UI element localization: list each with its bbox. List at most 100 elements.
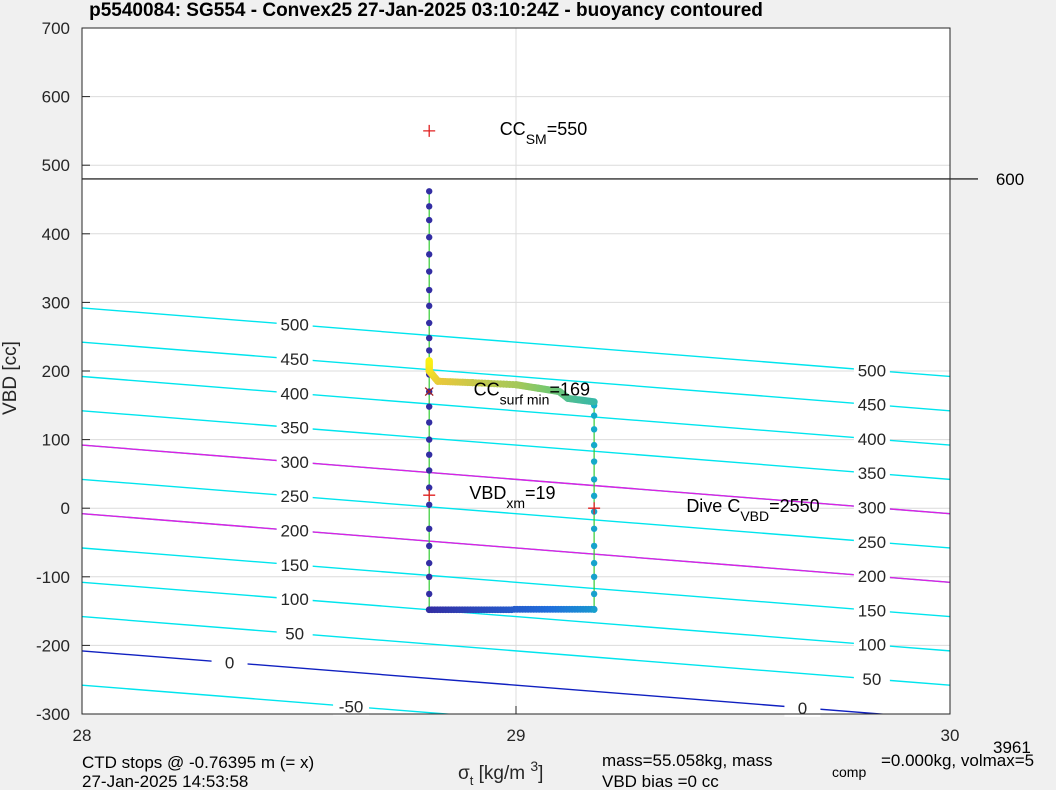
corner-value-text: 3961 bbox=[993, 738, 1031, 757]
contour-line bbox=[82, 410, 950, 481]
contour-label: 450 bbox=[280, 350, 308, 369]
contour-line bbox=[82, 684, 456, 714]
trace-point bbox=[590, 525, 598, 532]
trace-point bbox=[426, 319, 433, 327]
trace-point bbox=[426, 451, 433, 458]
contour-label-bg bbox=[276, 521, 313, 540]
annotation-label: Dive CVBD=2550 bbox=[686, 496, 819, 524]
contour-label-bg bbox=[276, 452, 313, 471]
trace-point bbox=[426, 484, 433, 491]
trace-point bbox=[590, 441, 598, 449]
grid-lines bbox=[82, 28, 950, 714]
contour-line bbox=[82, 375, 950, 446]
contour-label: 200 bbox=[280, 521, 308, 540]
chart-title: p5540084: SG554 - Convex25 27-Jan-2025 0… bbox=[89, 0, 763, 21]
x-tick-label: 30 bbox=[941, 726, 960, 745]
annotation-label: CCsurf min=169 bbox=[474, 380, 590, 408]
contour-label: 100 bbox=[858, 636, 886, 655]
trace-point bbox=[425, 357, 433, 365]
y-tick-label: -300 bbox=[36, 705, 70, 724]
y-tick-label: 0 bbox=[61, 499, 70, 518]
trace-point bbox=[426, 542, 433, 550]
trace-point bbox=[590, 559, 598, 567]
contour-label-bg bbox=[276, 349, 313, 368]
y-tick-label: 400 bbox=[42, 225, 70, 244]
x-tick-label: 29 bbox=[507, 726, 526, 745]
y-tick-label: -100 bbox=[36, 568, 70, 587]
vbd-max-line: 600 bbox=[82, 170, 1024, 189]
trace-point bbox=[426, 559, 433, 567]
trace-point bbox=[426, 347, 433, 354]
trace-point bbox=[426, 525, 433, 532]
contour-label: 300 bbox=[280, 453, 308, 472]
contour-label: 450 bbox=[858, 396, 886, 415]
trace-point bbox=[426, 419, 433, 426]
annotation-main: Dive C bbox=[686, 496, 740, 516]
plus-marker bbox=[588, 502, 601, 515]
contour-label-bg bbox=[276, 555, 313, 574]
ctd-stops-text: CTD stops @ -0.76395 m (= x) bbox=[82, 753, 314, 772]
annotation-sub: VBD bbox=[740, 508, 769, 524]
trace-point bbox=[590, 492, 598, 500]
x-axis-label-text: σt [kg/m 3] bbox=[458, 758, 543, 788]
x-marker bbox=[424, 387, 434, 397]
contour-label: 500 bbox=[280, 316, 308, 335]
y-tick-label: 100 bbox=[42, 431, 70, 450]
y-axis-label: VBD [cc] bbox=[0, 341, 21, 415]
trace-point bbox=[426, 501, 433, 508]
y-tick-label: 200 bbox=[42, 362, 70, 381]
contour-label: -50 bbox=[339, 697, 364, 716]
contour-label-bg bbox=[853, 635, 890, 654]
contour-label: 350 bbox=[280, 419, 308, 438]
annotation-label: CCSM=550 bbox=[500, 119, 588, 147]
contour-label-bg bbox=[853, 464, 890, 483]
contour-label-bg bbox=[853, 567, 890, 586]
vbd-max-label: 600 bbox=[996, 170, 1024, 189]
contour-label-bg bbox=[853, 361, 890, 380]
trace-point bbox=[426, 216, 433, 224]
trace-point bbox=[426, 251, 433, 258]
mass-comp-subscript: comp bbox=[832, 764, 866, 780]
contour-label-bg bbox=[853, 429, 890, 448]
y-tick-label: 300 bbox=[42, 293, 70, 312]
trace-point bbox=[426, 234, 433, 241]
trace-point bbox=[426, 203, 433, 210]
annotation-main: CC bbox=[500, 119, 526, 139]
annotation-sub: SM bbox=[526, 131, 547, 147]
annotation-main: CC bbox=[474, 380, 500, 400]
mass-text: mass=55.058kg, mass bbox=[602, 751, 773, 770]
contour-labels: -50 0 50 100 150 200 250 300 350 400 450 500 0 50 100 1… bbox=[211, 315, 890, 718]
contour-label: 150 bbox=[858, 601, 886, 620]
trace-point bbox=[426, 403, 433, 410]
trace-point bbox=[590, 542, 598, 550]
annotation-value: =169 bbox=[549, 380, 590, 400]
trace-point bbox=[426, 573, 433, 580]
buoyancy-contours bbox=[82, 307, 950, 714]
contour-label: 50 bbox=[862, 670, 881, 689]
trace-point bbox=[590, 426, 598, 433]
annotation-sub: surf min bbox=[500, 392, 550, 408]
contour-label-bg bbox=[211, 653, 248, 672]
contour-label-bg bbox=[276, 315, 313, 334]
ctd-time-text: 27-Jan-2025 14:53:58 bbox=[82, 772, 248, 790]
contour-line bbox=[82, 307, 950, 378]
contour-label-bg bbox=[853, 395, 890, 414]
contour-label-bg bbox=[853, 498, 890, 517]
contour-label-bg bbox=[276, 487, 313, 506]
contour-label: 400 bbox=[858, 430, 886, 449]
plus-marker bbox=[423, 124, 436, 137]
trace-point bbox=[426, 467, 433, 474]
contour-label-bg bbox=[276, 590, 313, 609]
trace-point bbox=[590, 476, 598, 483]
y-tick-label: 500 bbox=[42, 156, 70, 175]
annotation-value: =19 bbox=[525, 483, 556, 503]
x-tick-label: 28 bbox=[73, 726, 92, 745]
dive-trace bbox=[425, 188, 598, 614]
contour-line bbox=[82, 615, 950, 686]
contour-label: 200 bbox=[858, 567, 886, 586]
contour-label: 100 bbox=[280, 590, 308, 609]
trace-point bbox=[426, 334, 433, 342]
contour-label: 0 bbox=[798, 699, 807, 718]
contour-label: 50 bbox=[285, 624, 304, 643]
